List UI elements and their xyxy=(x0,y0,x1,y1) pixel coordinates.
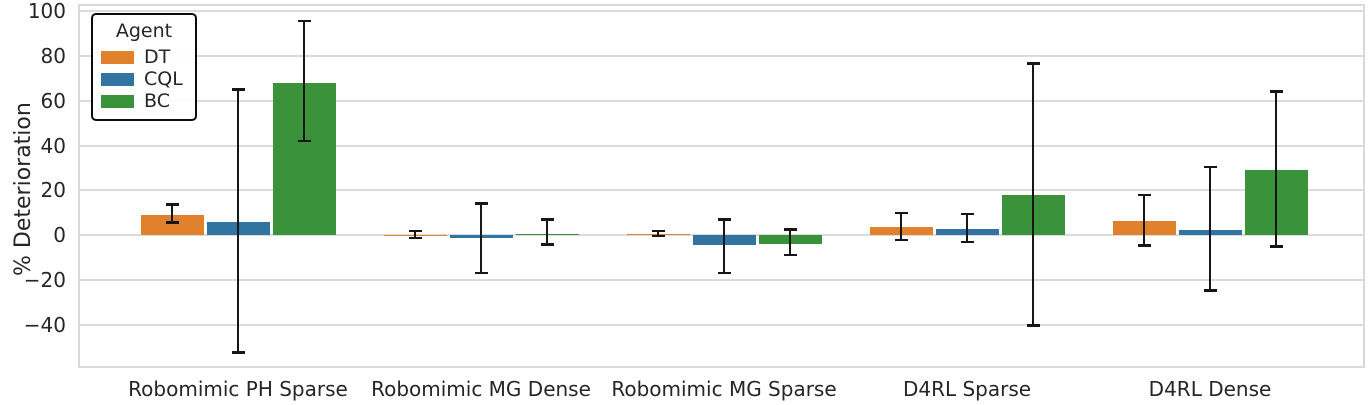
errorbar-cap-bottom-bc-d4rl-dense xyxy=(1269,245,1283,248)
errorbar-cql-d4rl-dense xyxy=(1208,166,1212,291)
errorbar-dt-robomimic-mg-sparse xyxy=(656,230,660,237)
spine-bottom xyxy=(78,366,1365,368)
errorbar-cap-top-cql-robomimic-mg-dense xyxy=(474,202,488,205)
spine-left xyxy=(78,4,80,368)
gridline-20 xyxy=(78,189,1365,192)
errorbar-cap-bottom-cql-d4rl-dense xyxy=(1203,289,1217,292)
y-tick-label--40: −40 xyxy=(23,313,66,338)
errorbar-cql-d4rl-sparse xyxy=(965,213,969,243)
legend-row-dt: DT xyxy=(101,46,187,68)
errorbar-cap-bottom-cql-robomimic-mg-dense xyxy=(474,271,488,275)
y-tick-label-20: 20 xyxy=(40,178,66,203)
errorbar-cap-top-bc-robomimic-mg-sparse xyxy=(783,228,797,231)
errorbar-bc-d4rl-dense xyxy=(1274,91,1278,247)
errorbar-bc-robomimic-mg-sparse xyxy=(788,229,792,255)
errorbar-cap-top-bc-robomimic-mg-dense xyxy=(540,218,554,221)
errorbar-cap-top-dt-robomimic-mg-dense xyxy=(408,229,422,233)
errorbar-cap-top-bc-d4rl-sparse xyxy=(1026,62,1040,65)
legend-label-dt: DT xyxy=(144,46,171,68)
errorbar-cap-bottom-dt-d4rl-dense xyxy=(1137,244,1151,247)
x-tick-label-robomimic-mg-dense: Robomimic MG Dense xyxy=(371,377,591,401)
legend-swatch-bc xyxy=(101,94,134,108)
errorbar-cap-top-cql-d4rl-sparse xyxy=(960,212,974,216)
errorbar-cql-robomimic-mg-sparse xyxy=(722,219,726,273)
gridline-100 xyxy=(78,9,1365,12)
errorbar-cap-bottom-bc-robomimic-mg-sparse xyxy=(783,253,797,256)
gridline--40 xyxy=(78,324,1365,327)
y-tick-label-60: 60 xyxy=(40,88,66,113)
spine-right xyxy=(1363,4,1365,368)
errorbar-cap-top-dt-robomimic-ph-sparse xyxy=(165,203,179,206)
errorbar-dt-robomimic-mg-dense xyxy=(413,231,417,239)
legend: Agent DT CQL BC xyxy=(91,13,197,121)
bar-dt-robomimic-ph-sparse xyxy=(140,214,204,236)
plot-area xyxy=(78,4,1365,368)
errorbar-cap-top-cql-robomimic-mg-sparse xyxy=(717,218,731,221)
errorbar-cap-top-dt-d4rl-sparse xyxy=(894,211,908,215)
gridline-60 xyxy=(78,99,1365,102)
errorbar-cap-bottom-cql-robomimic-mg-sparse xyxy=(717,271,731,275)
errorbar-dt-d4rl-dense xyxy=(1142,194,1146,246)
errorbar-cap-bottom-bc-robomimic-mg-dense xyxy=(540,243,554,246)
errorbar-bc-robomimic-ph-sparse xyxy=(302,20,306,142)
errorbar-cap-top-bc-d4rl-dense xyxy=(1269,90,1283,93)
errorbar-cap-top-dt-d4rl-dense xyxy=(1137,193,1151,197)
legend-label-cql: CQL xyxy=(144,68,183,90)
gridline-40 xyxy=(78,144,1365,147)
errorbar-cql-robomimic-mg-dense xyxy=(479,203,483,273)
y-tick-label--20: −20 xyxy=(23,268,66,293)
y-tick-label-40: 40 xyxy=(40,133,66,158)
errorbar-cap-top-dt-robomimic-mg-sparse xyxy=(651,229,665,233)
gridline-80 xyxy=(78,54,1365,57)
x-tick-label-robomimic-ph-sparse: Robomimic PH Sparse xyxy=(128,377,348,401)
errorbar-cap-bottom-dt-robomimic-mg-sparse xyxy=(651,234,665,238)
legend-row-cql: CQL xyxy=(101,68,187,90)
errorbar-cap-bottom-cql-d4rl-sparse xyxy=(960,240,974,244)
legend-swatch-dt xyxy=(101,50,134,64)
x-tick-label-d4rl-sparse: D4RL Sparse xyxy=(902,377,1032,401)
legend-rows: DT CQL BC xyxy=(101,46,187,112)
errorbar-cap-top-cql-d4rl-dense xyxy=(1203,165,1217,169)
legend-swatch-cql xyxy=(101,72,134,86)
x-tick-label-d4rl-dense: D4RL Dense xyxy=(1148,377,1272,401)
errorbar-bc-d4rl-sparse xyxy=(1031,63,1035,326)
errorbar-cap-bottom-dt-robomimic-ph-sparse xyxy=(165,221,179,224)
errorbar-cql-robomimic-ph-sparse xyxy=(236,89,240,353)
errorbar-cap-top-cql-robomimic-ph-sparse xyxy=(231,88,245,91)
legend-row-bc: BC xyxy=(101,90,187,112)
legend-label-bc: BC xyxy=(144,90,170,112)
errorbar-bc-robomimic-mg-dense xyxy=(545,219,549,245)
errorbar-cap-bottom-dt-d4rl-sparse xyxy=(894,238,908,242)
errorbar-dt-robomimic-ph-sparse xyxy=(170,204,174,223)
errorbar-cap-bottom-bc-robomimic-ph-sparse xyxy=(297,139,311,143)
errorbar-cap-bottom-bc-d4rl-sparse xyxy=(1026,324,1040,327)
errorbar-dt-d4rl-sparse xyxy=(899,212,903,240)
y-tick-label-80: 80 xyxy=(40,43,66,68)
spine-top xyxy=(78,4,1365,6)
errorbar-cap-bottom-cql-robomimic-ph-sparse xyxy=(231,351,245,354)
gridline--20 xyxy=(78,279,1365,282)
legend-title: Agent xyxy=(115,20,173,42)
y-tick-label-0: 0 xyxy=(53,223,66,248)
x-tick-label-robomimic-mg-sparse: Robomimic MG Sparse xyxy=(611,377,837,401)
errorbar-cap-top-bc-robomimic-ph-sparse xyxy=(297,19,311,23)
y-tick-label-100: 100 xyxy=(27,0,66,23)
errorbar-cap-bottom-dt-robomimic-mg-dense xyxy=(408,236,422,240)
